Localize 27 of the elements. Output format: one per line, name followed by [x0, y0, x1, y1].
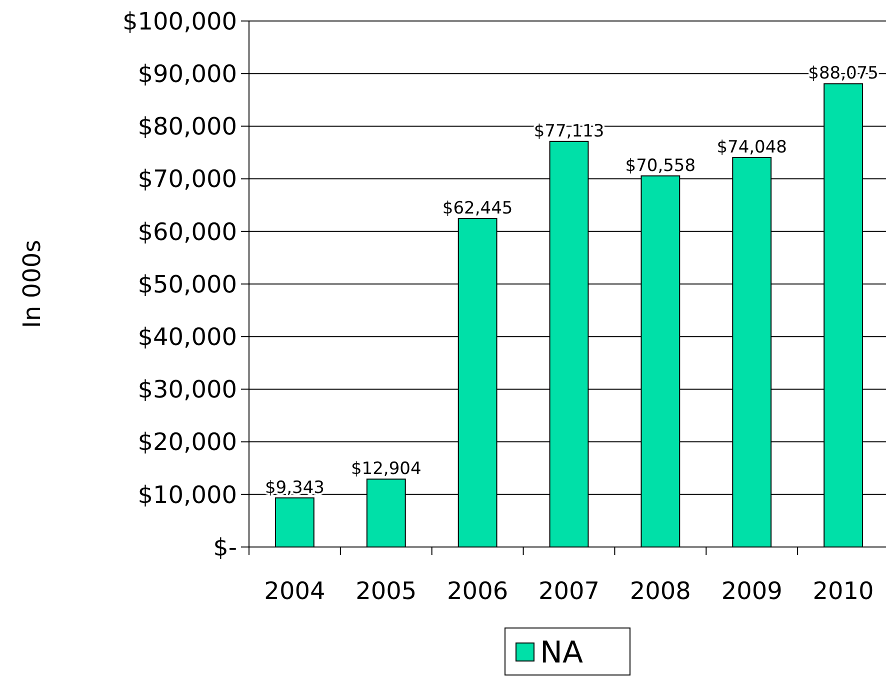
data-label: $74,048 [716, 138, 788, 158]
x-tick-label: 2010 [812, 577, 874, 605]
y-tick-label: $40,000 [138, 323, 237, 351]
y-tick-label: $70,000 [138, 165, 237, 194]
y-tick-label: $10,000 [138, 480, 237, 509]
x-tick-label: 2005 [356, 577, 417, 605]
bar [275, 497, 314, 548]
y-tick-label: $80,000 [138, 112, 237, 141]
y-tick-label: $100,000 [122, 7, 237, 36]
data-label: $62,445 [442, 198, 513, 219]
data-label: $70,558 [625, 156, 696, 176]
y-tick-label: $50,000 [138, 270, 237, 298]
y-tick-label: $- [213, 533, 237, 562]
x-tick-label: 2009 [721, 577, 782, 605]
y-tick-label: $60,000 [138, 218, 237, 246]
x-tick-label: 2007 [538, 577, 600, 605]
y-tick-label: $30,000 [138, 376, 237, 404]
y-tick-label: $90,000 [138, 60, 237, 88]
legend-label: NA [540, 636, 584, 670]
x-tick-label: 2006 [447, 577, 508, 605]
y-axis-title: In 000s [18, 240, 46, 328]
x-tick-label: 2008 [630, 577, 691, 605]
data-label: $77,113 [534, 121, 604, 142]
x-tick-label: 2004 [264, 577, 326, 605]
y-tick-label: $20,000 [138, 428, 237, 456]
data-label: $12,904 [350, 459, 422, 480]
data-label: $9,343 [264, 478, 324, 498]
